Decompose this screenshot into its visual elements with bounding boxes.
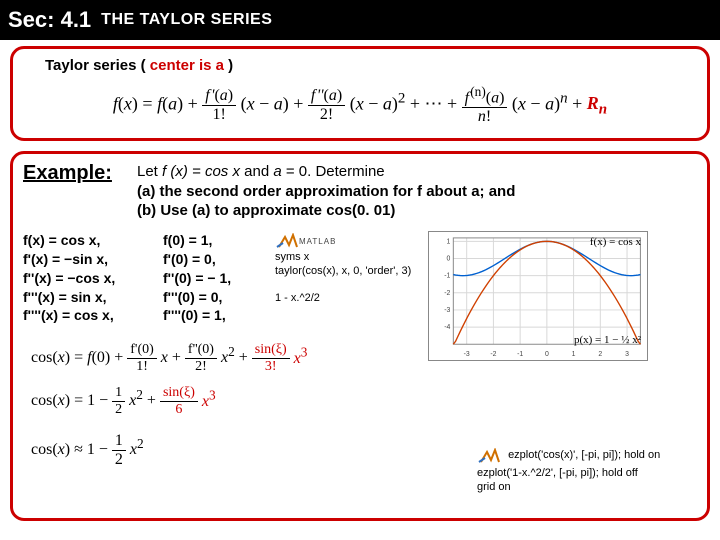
ml1-l1: syms x: [275, 251, 309, 263]
svg-text:-1: -1: [517, 351, 523, 358]
example-box: Example: Let f (x) = cos x and a = 0. De…: [10, 151, 710, 521]
eq-line-2: cos(x) = 1 − 12 x2 + sin(ξ)6 x3: [31, 385, 311, 418]
d4: f''''(x) = cos x,: [23, 307, 114, 323]
header-bar: Sec: 4.1 THE TAYLOR SERIES: [0, 0, 720, 40]
svg-text:2: 2: [598, 351, 602, 358]
subtitle: Taylor series ( center is a ): [45, 57, 697, 74]
equations-column: cos(x) = f(0) + f'(0)1! x + f''(0)2! x2 …: [31, 332, 311, 469]
svg-text:-1: -1: [444, 272, 450, 279]
v2: f''(0) = − 1,: [163, 270, 231, 286]
d0: f(x) = cos x,: [23, 232, 100, 248]
section-title: THE TAYLOR SERIES: [101, 11, 272, 29]
svg-text:1: 1: [572, 351, 576, 358]
matlab-icon: [275, 233, 299, 251]
subtitle-pre: Taylor series (: [45, 57, 150, 74]
svg-text:0: 0: [545, 351, 549, 358]
example-label: Example:: [23, 162, 125, 221]
svg-text:-3: -3: [444, 307, 450, 314]
taylor-definition-box: Taylor series ( center is a ) f(x) = f(a…: [10, 46, 710, 141]
ex-line1b: f (x) = cos x: [162, 163, 240, 180]
example-header-row: Example: Let f (x) = cos x and a = 0. De…: [23, 162, 697, 221]
v0: f(0) = 1,: [163, 232, 212, 248]
svg-text:0: 0: [447, 255, 451, 262]
approx-line: cos(x) ≈ 1 − 12 x2: [31, 432, 311, 469]
taylor-formula: f(x) = f(a) + f '(a)1! (x − a) + f ''(a)…: [23, 80, 697, 128]
svg-text:-3: -3: [464, 351, 470, 358]
subtitle-post: ): [224, 57, 233, 74]
v1: f'(0) = 0,: [163, 251, 216, 267]
ex-line3: (b) Use (a) to approximate cos(0. 01): [137, 202, 395, 219]
eq-line-1: cos(x) = f(0) + f'(0)1! x + f''(0)2! x2 …: [31, 342, 311, 375]
subtitle-highlight: center is a: [150, 57, 224, 74]
d1: f'(x) = −sin x,: [23, 251, 108, 267]
v3: f'''(0) = 0,: [163, 289, 222, 305]
chart-label-parab: p(x) = 1 − ½ x²: [574, 334, 641, 346]
ex-line1a: Let: [137, 163, 162, 180]
svg-text:1: 1: [447, 238, 451, 245]
d2: f''(x) = −cos x,: [23, 270, 115, 286]
ex-line1e: = 0. Determine: [282, 163, 385, 180]
d3: f'''(x) = sin x,: [23, 289, 107, 305]
ex-line1c: and: [240, 163, 273, 180]
chart-box: -3 -2 -1 0 1 2 3 -4 -3 -2 -1 0 1 f(x) = cos x p(x) =…: [428, 231, 648, 361]
section-label: Sec: 4.1: [8, 7, 91, 33]
ml2-l2: ezplot('1-x.^2/2', [-pi, pi]); hold off: [477, 467, 638, 479]
matlab-icon: [477, 448, 501, 466]
matlab-word: MATLAB: [299, 237, 336, 247]
example-text: Let f (x) = cos x and a = 0. Determine (…: [137, 162, 515, 221]
svg-text:-4: -4: [444, 324, 450, 331]
svg-text:3: 3: [625, 351, 629, 358]
chart-label-cos: f(x) = cos x: [590, 236, 641, 248]
ml1-l3: 1 - x.^2/2: [275, 292, 320, 304]
matlab-code-box-2: ezplot('cos(x)', [-pi, pi]); hold on ezp…: [477, 448, 687, 495]
ml2-l1: ezplot('cos(x)', [-pi, pi]); hold on: [508, 449, 660, 461]
svg-text:-2: -2: [490, 351, 496, 358]
svg-text:-2: -2: [444, 290, 450, 297]
ml1-l2: taylor(cos(x), x, 0, 'order', 3): [275, 265, 411, 277]
v4: f''''(0) = 1,: [163, 307, 226, 323]
ml2-l3: grid on: [477, 481, 511, 493]
ex-line2: (a) the second order approximation for f…: [137, 183, 515, 200]
ex-line1d: a: [273, 163, 281, 180]
